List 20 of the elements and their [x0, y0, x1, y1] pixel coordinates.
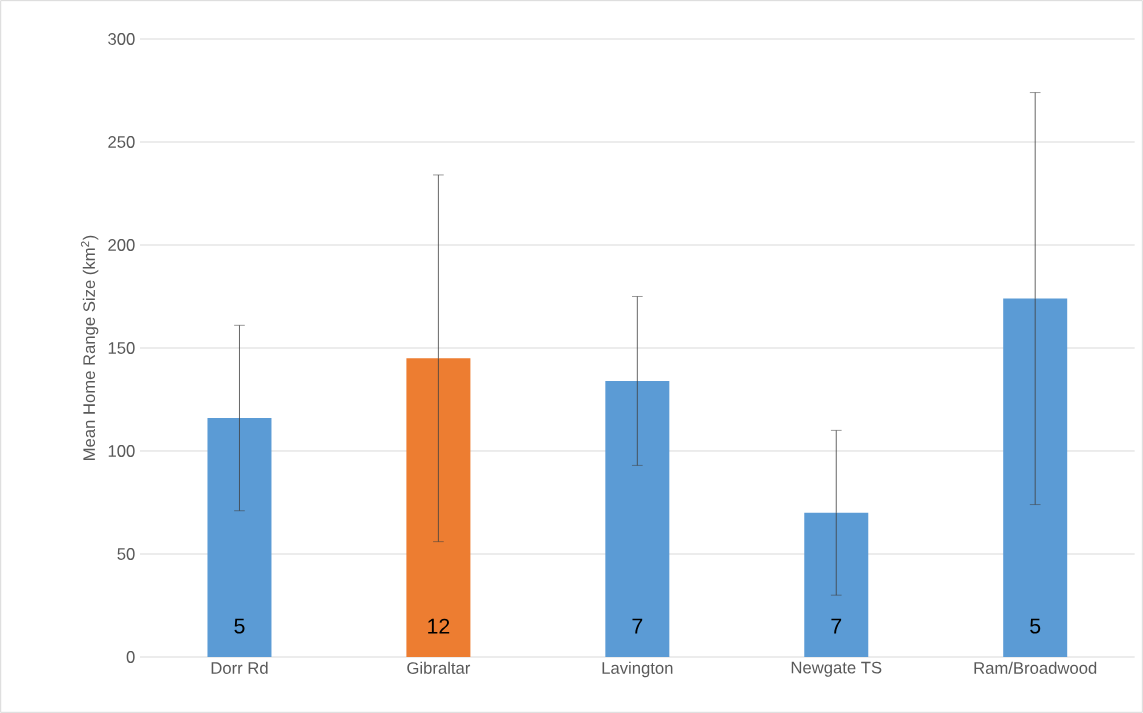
bar — [207, 418, 272, 657]
y-tick-label: 100 — [108, 445, 135, 457]
x-tick-label: Ram/Broadwood — [974, 661, 1097, 674]
y-tick-label: 0 — [126, 651, 135, 663]
y-tick-label: 200 — [108, 239, 135, 251]
annotation: 5 — [234, 618, 245, 634]
y-tick-label: 50 — [117, 548, 135, 560]
x-tick-label: Newgate TS — [791, 661, 882, 677]
annotation: 5 — [1030, 618, 1041, 634]
x-tick-label: Gibraltar — [407, 661, 471, 674]
annotation: 7 — [831, 618, 842, 634]
y-tick-label: 300 — [108, 33, 135, 45]
bar — [605, 380, 670, 657]
y-tick-label: 150 — [108, 342, 135, 354]
x-tick-label: Lavington — [602, 661, 673, 678]
x-tick-label: Dorr Rd — [211, 661, 268, 674]
y-tick-label: 250 — [108, 136, 135, 148]
annotation: 7 — [632, 618, 643, 634]
annotation: 12 — [428, 618, 450, 634]
y-axis-title: Mean Home Range Size (km$^{2}$) — [80, 235, 99, 460]
